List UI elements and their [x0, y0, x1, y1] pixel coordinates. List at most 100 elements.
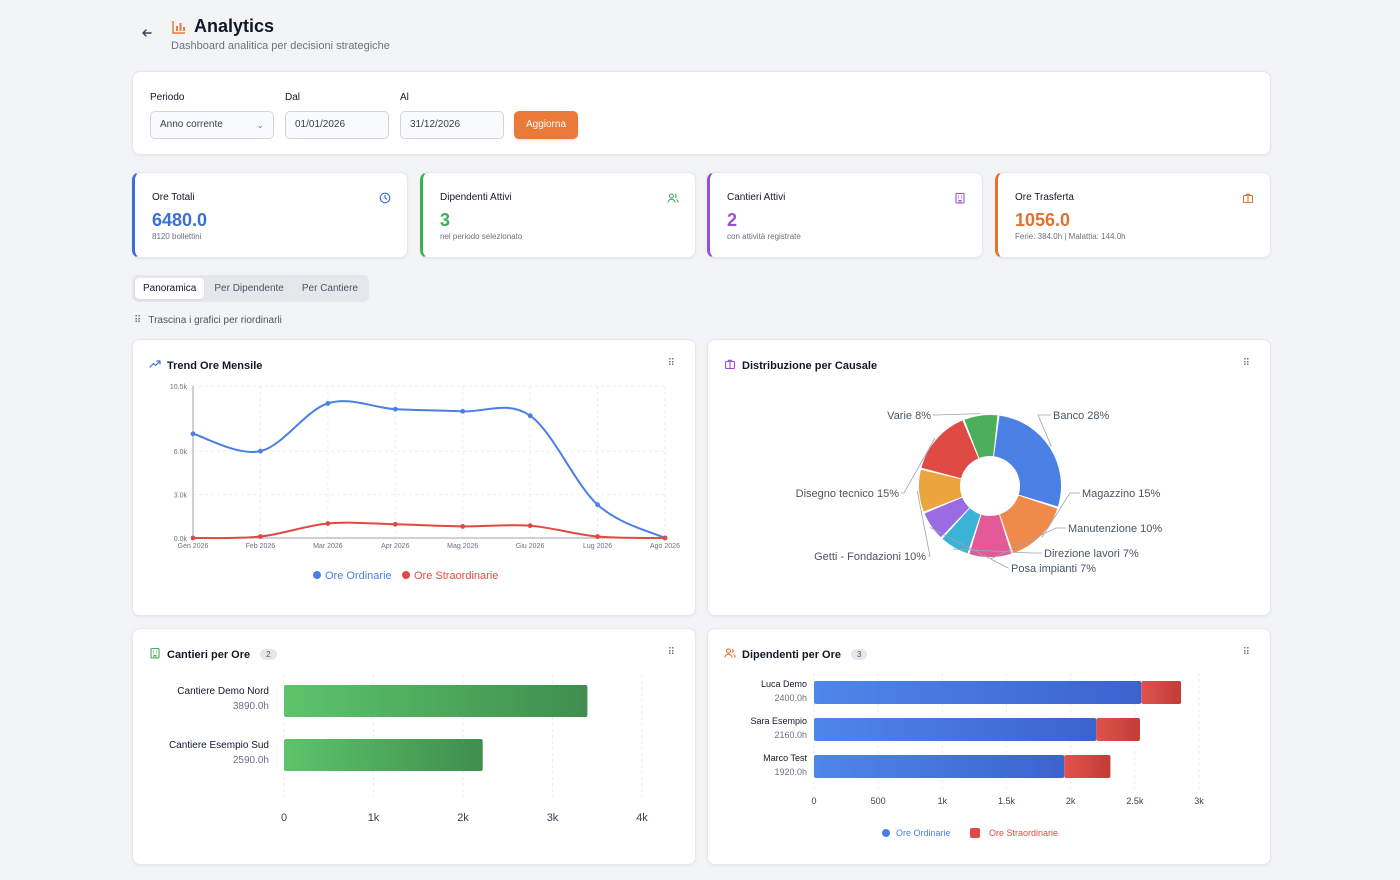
label-leader — [933, 413, 981, 416]
x-tick-label: Lug 2026 — [583, 543, 612, 550]
slice-label: Manutenzione 10% — [1068, 523, 1162, 535]
legend-label: Ore Straordinarie — [414, 570, 498, 582]
category-label: Luca Demo — [761, 679, 807, 689]
bar-ordinarie — [814, 681, 1142, 704]
label-leader — [1037, 414, 1052, 447]
data-point — [190, 535, 196, 541]
x-tick-label: 1k — [368, 812, 380, 824]
data-point — [595, 534, 600, 539]
view-tabs: Panoramica Per Dipendente Per Cantiere — [132, 275, 369, 302]
x-tick-label: Ago 2026 — [650, 543, 680, 550]
stat-card-dipendenti: Dipendenti Attivi 3 nel periodo selezion… — [420, 172, 696, 258]
users-icon — [667, 191, 679, 203]
slice-label: Magazzino 15% — [1082, 488, 1160, 500]
y-tick-label: 3.0k — [174, 493, 188, 500]
trend-chart: 0.0k 3.0k 6.0k 10.5k Gen 2026 Feb 2026 Mar 202… — [170, 384, 680, 582]
stat-card-trasferta: Ore Trasferta 1056.0 Ferie: 384.0h | Mal… — [995, 172, 1271, 258]
value-label: 2160.0h — [774, 730, 807, 740]
bar-ordinarie — [814, 755, 1065, 778]
panel-title: Trend Ore Mensile — [167, 359, 263, 372]
slice-label: Banco 28% — [1053, 410, 1109, 422]
data-point — [392, 406, 398, 412]
legend-swatch — [313, 571, 321, 579]
bar-straordinarie — [1096, 718, 1140, 741]
x-tick-label: 0 — [281, 812, 287, 824]
bar-ordinarie — [814, 718, 1097, 741]
arrow-left-icon[interactable] — [140, 26, 154, 40]
label-leader — [953, 548, 1042, 554]
stat-label: Cantieri Attivi — [727, 192, 786, 203]
x-tick-label: 3k — [547, 812, 559, 824]
stat-sub: nel periodo selezionato — [440, 232, 523, 241]
pie-slice — [942, 508, 981, 554]
x-tick-label: 2k — [1066, 796, 1076, 806]
stat-value: 1056.0 — [1015, 210, 1071, 230]
bar-straordinarie — [1064, 755, 1111, 778]
pie-slice — [924, 497, 970, 538]
x-tick-label: 3k — [1194, 796, 1204, 806]
x-tick-label: Mag 2026 — [447, 543, 478, 550]
x-tick-label: Apr 2026 — [381, 543, 410, 550]
period-select-value: Anno corrente — [160, 119, 223, 130]
pie-slice — [919, 469, 963, 512]
label-leader — [1041, 492, 1080, 538]
legend-label: Ore Straordinarie — [989, 828, 1058, 838]
to-label: Al — [400, 92, 409, 103]
drag-handle-icon[interactable]: ⠿ — [1242, 358, 1250, 369]
refresh-button[interactable]: Aggiorna — [514, 111, 578, 139]
drag-handle-icon[interactable]: ⠿ — [1242, 647, 1250, 658]
to-date-field[interactable]: 31/12/2026 — [400, 111, 504, 139]
pie-slice — [994, 415, 1061, 507]
chevron-down-icon: ⌄ — [256, 120, 264, 130]
y-tick-label: 0.0k — [174, 536, 188, 543]
value-label: 2590.0h — [233, 755, 269, 766]
data-point — [325, 521, 331, 526]
x-tick-label: 500 — [871, 796, 886, 806]
drag-handle-icon[interactable]: ⠿ — [667, 647, 675, 658]
bar-chart-icon — [171, 19, 187, 35]
tab-per-cantiere[interactable]: Per Cantiere — [301, 283, 358, 294]
label-leader — [901, 437, 936, 494]
data-point — [460, 408, 466, 414]
x-tick-label: 1k — [938, 796, 948, 806]
data-point — [662, 535, 668, 541]
from-date-field[interactable]: 01/01/2026 — [285, 111, 389, 139]
period-select[interactable]: Anno corrente ⌄ — [150, 111, 274, 139]
slice-label: Getti - Fondazioni 10% — [814, 551, 926, 563]
trending-up-icon — [149, 358, 161, 373]
data-point — [595, 502, 600, 508]
data-point — [325, 400, 331, 406]
pie-slice — [999, 495, 1058, 554]
tab-per-dipendente[interactable]: Per Dipendente — [214, 283, 284, 294]
x-tick-label: 2.5k — [1126, 796, 1144, 806]
x-tick-label: 1.5k — [998, 796, 1016, 806]
stat-sub: 8120 bollettini — [152, 232, 202, 241]
value-label: 1920.0h — [774, 767, 807, 777]
stat-card-ore-totali: Ore Totali 6480.0 8120 bollettini — [132, 172, 408, 258]
value-label: 2400.0h — [774, 693, 807, 703]
slice-label: Posa impianti 7% — [1011, 563, 1096, 575]
pie-slice — [921, 420, 979, 479]
drag-handle-icon[interactable]: ⠿ — [667, 358, 675, 369]
stat-label: Dipendenti Attivi — [440, 192, 512, 203]
building-icon — [954, 191, 966, 204]
bar-straordinarie — [1141, 681, 1182, 704]
data-point — [460, 524, 466, 529]
causale-chart: Banco 28% Magazzino 15% Manutenzione 10% Di… — [796, 410, 1163, 575]
y-tick-label: 10.5k — [170, 384, 188, 391]
data-point — [527, 523, 533, 529]
x-tick-label: 0 — [811, 796, 816, 806]
briefcase-icon — [1242, 191, 1254, 204]
from-label: Dal — [285, 92, 301, 103]
bar — [284, 739, 483, 771]
tab-panoramica[interactable]: Panoramica — [135, 278, 205, 299]
category-label: Marco Test — [763, 753, 807, 763]
briefcase-icon — [724, 358, 736, 373]
stat-value: 3 — [440, 210, 451, 230]
bar — [284, 685, 588, 717]
pie-slice — [964, 415, 998, 459]
page-subtitle: Dashboard analitica per decisioni strate… — [171, 40, 390, 52]
building-icon — [149, 647, 161, 662]
reorder-hint: ⠿ Trascina i grafici per riordinarli — [134, 315, 282, 326]
panel-title: Dipendenti per Ore — [742, 648, 842, 661]
